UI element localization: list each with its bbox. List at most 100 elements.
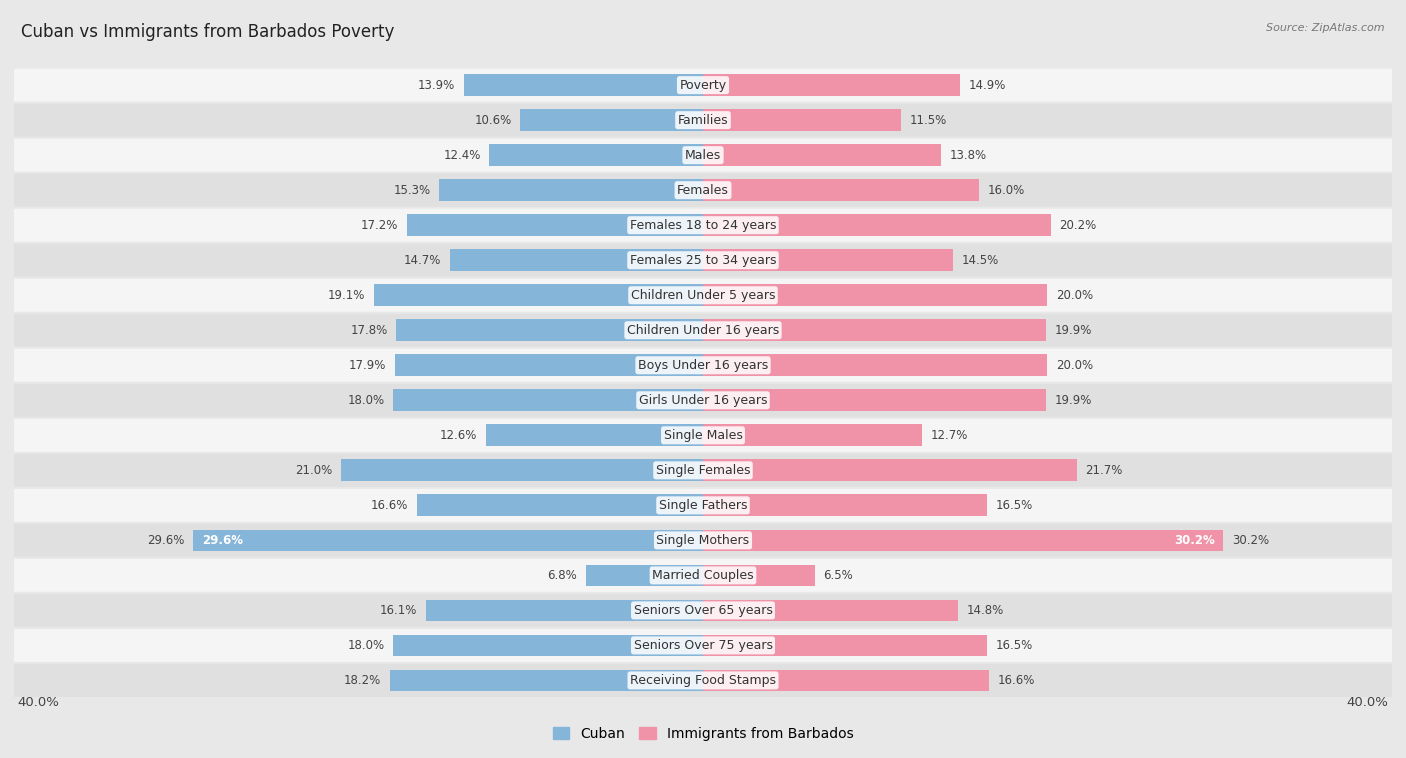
Text: 12.6%: 12.6% [440, 429, 478, 442]
Bar [703, 600, 957, 622]
Text: Females 18 to 24 years: Females 18 to 24 years [630, 219, 776, 232]
Text: 12.7%: 12.7% [931, 429, 967, 442]
Text: 13.9%: 13.9% [418, 79, 456, 92]
Bar [389, 669, 703, 691]
Legend: Cuban, Immigrants from Barbados: Cuban, Immigrants from Barbados [547, 721, 859, 747]
Text: Single Females: Single Females [655, 464, 751, 477]
FancyBboxPatch shape [14, 314, 1392, 346]
Bar [703, 459, 1077, 481]
Bar [418, 494, 703, 516]
Bar [703, 319, 1046, 341]
Text: 16.5%: 16.5% [995, 499, 1033, 512]
Bar [703, 424, 922, 446]
Bar [703, 669, 988, 691]
Bar [703, 144, 941, 166]
Text: Single Mothers: Single Mothers [657, 534, 749, 547]
Text: 40.0%: 40.0% [17, 696, 59, 709]
Text: 16.6%: 16.6% [371, 499, 409, 512]
Bar [703, 565, 815, 586]
FancyBboxPatch shape [14, 244, 1392, 277]
Text: 6.5%: 6.5% [824, 569, 853, 582]
FancyBboxPatch shape [14, 139, 1392, 171]
Text: 30.2%: 30.2% [1232, 534, 1268, 547]
FancyBboxPatch shape [14, 664, 1392, 697]
Text: Single Fathers: Single Fathers [659, 499, 747, 512]
Text: 30.2%: 30.2% [1174, 534, 1215, 547]
Text: Girls Under 16 years: Girls Under 16 years [638, 394, 768, 407]
Bar [703, 634, 987, 656]
Bar [703, 390, 1046, 411]
Text: 20.0%: 20.0% [1056, 359, 1094, 371]
Text: Females 25 to 34 years: Females 25 to 34 years [630, 254, 776, 267]
Text: 14.5%: 14.5% [962, 254, 998, 267]
Bar [703, 284, 1047, 306]
Text: 29.6%: 29.6% [202, 534, 243, 547]
Text: 10.6%: 10.6% [475, 114, 512, 127]
Text: 21.0%: 21.0% [295, 464, 333, 477]
Bar [396, 319, 703, 341]
Text: 19.1%: 19.1% [328, 289, 366, 302]
Bar [193, 530, 703, 551]
FancyBboxPatch shape [14, 419, 1392, 452]
Text: 14.8%: 14.8% [966, 604, 1004, 617]
Text: 40.0%: 40.0% [1347, 696, 1389, 709]
FancyBboxPatch shape [14, 524, 1392, 557]
Bar [426, 600, 703, 622]
Text: Boys Under 16 years: Boys Under 16 years [638, 359, 768, 371]
Text: 11.5%: 11.5% [910, 114, 946, 127]
Text: 12.4%: 12.4% [443, 149, 481, 161]
FancyBboxPatch shape [14, 384, 1392, 417]
Bar [703, 180, 979, 201]
Text: 14.7%: 14.7% [404, 254, 441, 267]
Text: Children Under 5 years: Children Under 5 years [631, 289, 775, 302]
FancyBboxPatch shape [14, 349, 1392, 382]
Bar [703, 249, 953, 271]
Text: 13.8%: 13.8% [949, 149, 987, 161]
Text: 6.8%: 6.8% [547, 569, 578, 582]
Text: Poverty: Poverty [679, 79, 727, 92]
FancyBboxPatch shape [14, 174, 1392, 207]
Text: 16.0%: 16.0% [987, 183, 1025, 196]
Text: Source: ZipAtlas.com: Source: ZipAtlas.com [1267, 23, 1385, 33]
Text: 19.9%: 19.9% [1054, 324, 1091, 337]
Text: 16.6%: 16.6% [997, 674, 1035, 687]
Bar [440, 180, 703, 201]
FancyBboxPatch shape [14, 594, 1392, 627]
Bar [703, 74, 960, 96]
Text: Seniors Over 75 years: Seniors Over 75 years [634, 639, 772, 652]
FancyBboxPatch shape [14, 69, 1392, 102]
FancyBboxPatch shape [14, 629, 1392, 662]
Text: Females: Females [678, 183, 728, 196]
Text: Families: Families [678, 114, 728, 127]
Text: Seniors Over 65 years: Seniors Over 65 years [634, 604, 772, 617]
Bar [486, 424, 703, 446]
Text: 19.9%: 19.9% [1054, 394, 1091, 407]
Bar [450, 249, 703, 271]
Bar [703, 494, 987, 516]
Bar [374, 284, 703, 306]
FancyBboxPatch shape [14, 104, 1392, 136]
FancyBboxPatch shape [14, 489, 1392, 522]
Bar [464, 74, 703, 96]
Text: 20.2%: 20.2% [1060, 219, 1097, 232]
Bar [703, 530, 1223, 551]
Text: 17.8%: 17.8% [350, 324, 388, 337]
Bar [342, 459, 703, 481]
Bar [489, 144, 703, 166]
Text: Cuban vs Immigrants from Barbados Poverty: Cuban vs Immigrants from Barbados Povert… [21, 23, 395, 41]
Text: 16.1%: 16.1% [380, 604, 418, 617]
Text: Receiving Food Stamps: Receiving Food Stamps [630, 674, 776, 687]
Bar [586, 565, 703, 586]
FancyBboxPatch shape [14, 454, 1392, 487]
Text: Single Males: Single Males [664, 429, 742, 442]
Text: 18.0%: 18.0% [347, 394, 384, 407]
Text: 17.2%: 17.2% [361, 219, 398, 232]
Bar [520, 109, 703, 131]
Bar [703, 355, 1047, 376]
FancyBboxPatch shape [14, 279, 1392, 312]
Bar [392, 634, 703, 656]
Bar [703, 215, 1050, 236]
FancyBboxPatch shape [14, 208, 1392, 242]
FancyBboxPatch shape [14, 559, 1392, 592]
Bar [392, 390, 703, 411]
